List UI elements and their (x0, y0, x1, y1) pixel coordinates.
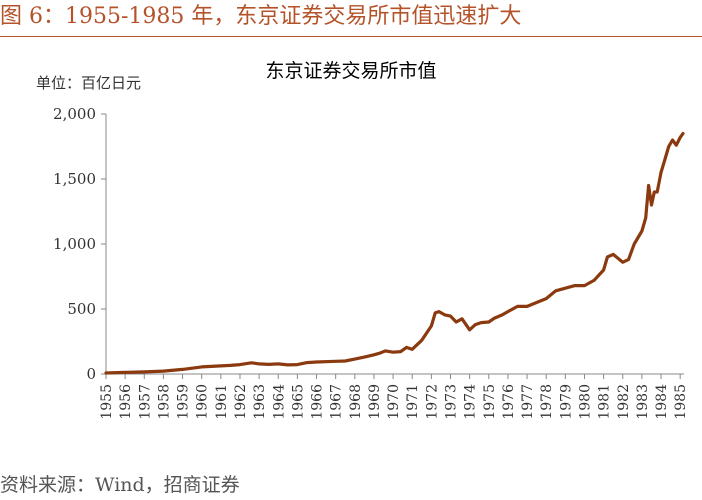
x-tick-label: 1967 (329, 384, 345, 420)
x-tick-label: 1969 (367, 384, 383, 420)
figure-title: 图 6：1955-1985 年，东京证券交易所市值迅速扩大 (0, 4, 522, 29)
x-tick-label: 1961 (214, 384, 230, 420)
x-tick-label: 1981 (597, 384, 613, 420)
x-tick-label: 1960 (195, 384, 211, 420)
x-tick-label: 1958 (156, 384, 172, 420)
x-tick-label: 1962 (233, 384, 249, 420)
x-tick-label: 1971 (405, 384, 421, 420)
x-tick-label: 1968 (348, 384, 364, 420)
unit-label: 单位：百亿日元 (36, 74, 142, 92)
market-cap-chart: 0 500 1,000 1,500 2,000 1955 1956 1957 1958 1959… (53, 105, 689, 420)
chart-title: 东京证券交易所市值 (265, 60, 437, 82)
x-tick-label: 1963 (252, 384, 268, 420)
y-tick-label: 1,000 (53, 235, 96, 253)
x-tick-label: 1965 (290, 384, 306, 420)
series-lines (104, 131, 685, 375)
x-tick-label: 1975 (482, 384, 498, 420)
x-tick-label: 1983 (635, 384, 651, 420)
x-tick-label: 1978 (539, 384, 555, 420)
x-tick-label: 1976 (501, 384, 517, 420)
x-tick-label: 1964 (271, 384, 287, 420)
x-tick-label: 1955 (99, 384, 115, 420)
title-divider (0, 36, 702, 37)
series-line (104, 131, 685, 375)
x-tick-label: 1956 (118, 384, 134, 420)
chart-axes (105, 114, 684, 375)
source-note: 资料来源：Wind，招商证券 (0, 474, 240, 496)
y-tick-label: 500 (67, 300, 96, 318)
y-axis-ticks: 0 500 1,000 1,500 2,000 (53, 105, 106, 383)
x-tick-label: 1984 (654, 384, 670, 420)
x-tick-label: 1979 (558, 384, 574, 420)
x-tick-label: 1957 (137, 384, 153, 420)
x-tick-label: 1970 (386, 384, 402, 420)
x-tick-label: 1973 (444, 384, 460, 420)
x-tick-label: 1982 (616, 384, 632, 420)
x-tick-label: 1974 (463, 384, 479, 420)
x-tick-label: 1959 (176, 384, 192, 420)
x-tick-label: 1985 (673, 384, 689, 420)
x-tick-label: 1966 (310, 384, 326, 420)
y-tick-label: 0 (86, 365, 96, 383)
x-tick-label: 1977 (520, 384, 536, 420)
y-tick-label: 2,000 (53, 105, 96, 123)
y-tick-label: 1,500 (53, 170, 96, 188)
x-axis-ticks: 1955 1956 1957 1958 1959 1960 1961 1962 1963 1964… (99, 374, 689, 420)
x-tick-label: 1972 (424, 384, 440, 420)
x-tick-label: 1980 (577, 384, 593, 420)
